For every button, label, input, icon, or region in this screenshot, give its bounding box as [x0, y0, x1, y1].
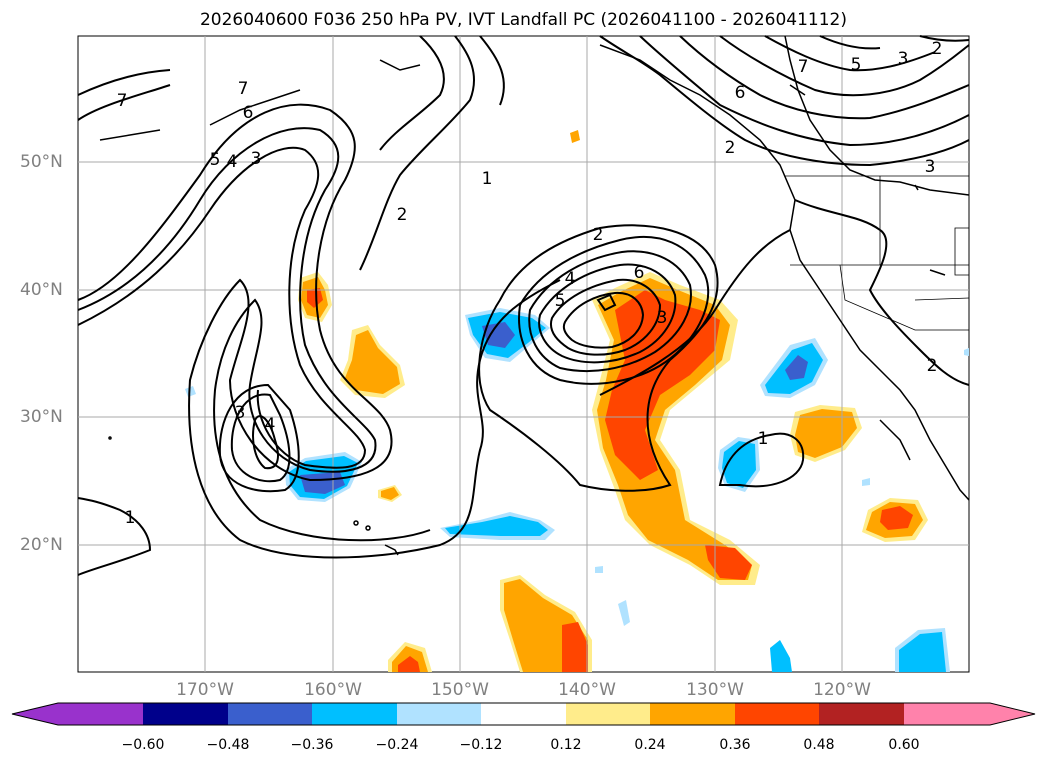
contour-label: 1	[482, 169, 493, 189]
map-frame	[77, 35, 970, 673]
contour-label: 3	[235, 403, 246, 423]
contour-label: 7	[798, 57, 809, 77]
colorbar-tick: 0.24	[634, 737, 666, 753]
contour-label: 2	[593, 225, 604, 245]
lat-label-20n: 20°N	[20, 535, 63, 555]
lat-label-30n: 30°N	[20, 407, 63, 427]
colorbar-segment	[904, 703, 1035, 725]
contour-label: 7	[238, 79, 249, 99]
colorbar-tick: 0.12	[550, 737, 582, 753]
colorbar-tick: −0.36	[290, 737, 334, 753]
political-boundaries	[785, 175, 970, 331]
colorbar-segment	[228, 703, 312, 725]
lon-label-160w: 160°W	[304, 680, 362, 700]
lon-label-130w: 130°W	[686, 680, 744, 700]
lat-label-50n: 50°N	[20, 152, 63, 172]
contour-label: 4	[565, 269, 576, 289]
contour-label: 3	[925, 157, 936, 177]
coastlines	[99, 35, 970, 556]
contour-label: 2	[932, 39, 943, 59]
colorbar-tick: 0.60	[888, 737, 920, 753]
lon-label-140w: 140°W	[558, 680, 616, 700]
colorbar-segment	[12, 703, 143, 725]
contour-label: 3	[251, 149, 262, 169]
contour-label: 1	[758, 429, 769, 449]
contour-label: 1	[125, 508, 136, 528]
contour-label: 4	[265, 415, 276, 435]
colorbar-segment	[312, 703, 397, 725]
colorbar-tick: −0.24	[375, 737, 419, 753]
contour-label: 2	[725, 138, 736, 158]
colorbar-outline	[11, 702, 1036, 726]
colorbar-segment	[397, 703, 481, 725]
colorbar-segment	[650, 703, 735, 725]
colorbar-segment	[481, 703, 566, 725]
lon-label-120w: 120°W	[813, 680, 871, 700]
colorbar-segment	[735, 703, 819, 725]
contour-label: 2	[397, 205, 408, 225]
colorbar-tick: −0.12	[459, 737, 503, 753]
pv-contours	[77, 35, 970, 576]
contour-label: 6	[735, 83, 746, 103]
contour-label: 6	[243, 103, 254, 123]
colorbar-tick: −0.60	[121, 737, 165, 753]
contour-label: 5	[851, 55, 862, 75]
colorbar-tick: 0.36	[719, 737, 751, 753]
colorbar	[11, 702, 1036, 726]
lat-label-40n: 40°N	[20, 280, 63, 300]
contour-label: 6	[634, 263, 645, 283]
colorbar-segment	[566, 703, 650, 725]
contour-label: 4	[227, 152, 238, 172]
colorbar-segment	[143, 703, 228, 725]
contour-label: 3	[898, 49, 909, 69]
contour-label: 5	[210, 150, 221, 170]
contour-label: 7	[117, 91, 128, 111]
contour-label: 5	[555, 291, 566, 311]
contour-label: 2	[927, 356, 938, 376]
map-figure: 7 7 6 5 4 3 1 2 2 5 4 6 3 3 4 1 1 2 6 7 …	[77, 35, 970, 673]
lon-label-170w: 170°W	[176, 680, 234, 700]
colorbar-segments	[12, 703, 1035, 725]
colorbar-segment	[819, 703, 904, 725]
colorbar-tick: 0.48	[803, 737, 835, 753]
lon-label-150w: 150°W	[431, 680, 489, 700]
pv-contour-labels: 7 7 6 5 4 3 1 2 2 5 4 6 3 3 4 1 1 2 6 7 …	[117, 39, 943, 528]
contour-label: 3	[657, 308, 668, 328]
colorbar-tick: −0.48	[206, 737, 250, 753]
figure-title: 2026040600 F036 250 hPa PV, IVT Landfall…	[199, 10, 847, 30]
